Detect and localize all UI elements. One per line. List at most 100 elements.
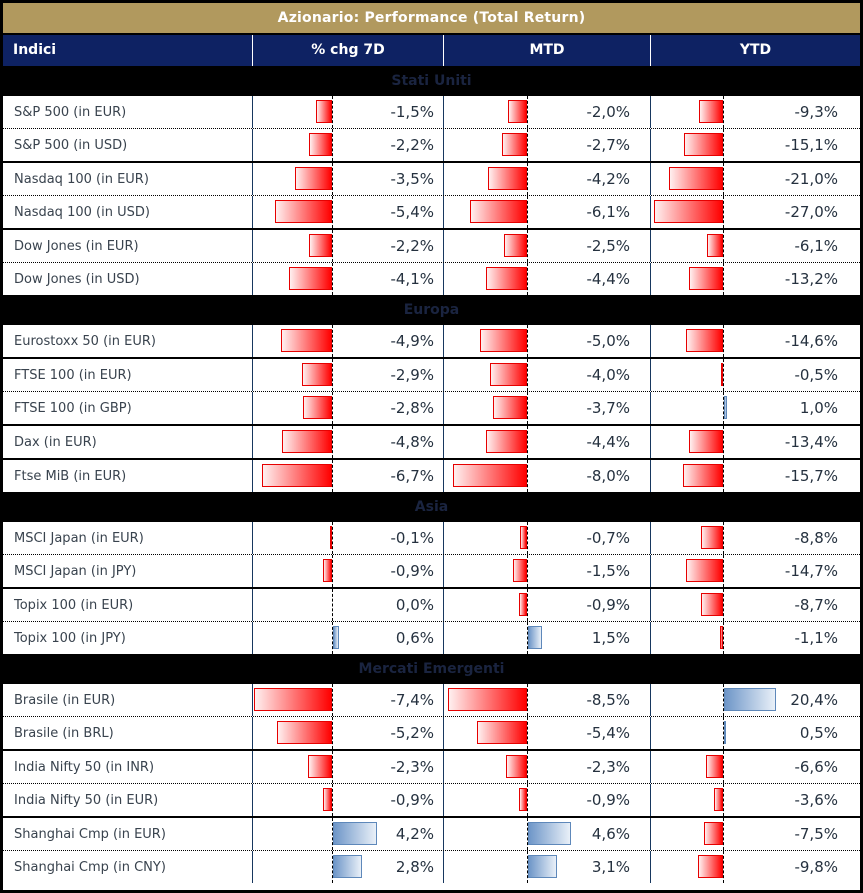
index-label: Nasdaq 100 (in EUR) (14, 171, 149, 187)
positive-data-bar (724, 688, 776, 711)
negative-data-bar (480, 329, 527, 352)
negative-data-bar (486, 267, 527, 290)
ytd-cell: -13,2% (650, 263, 860, 295)
zero-axis-line (332, 230, 333, 262)
negative-data-bar (704, 822, 723, 845)
chg7d-value: -2,2% (390, 136, 434, 154)
negative-data-bar (506, 755, 527, 778)
zero-axis-line (332, 359, 333, 391)
zero-axis-line (527, 851, 528, 883)
table-title: Azionario: Performance (Total Return) (3, 3, 860, 35)
mtd-value: -0,7% (586, 529, 630, 547)
negative-data-bar (701, 593, 723, 616)
negative-data-bar (488, 167, 527, 190)
zero-axis-line (332, 460, 333, 492)
ytd-cell: -15,1% (650, 129, 860, 161)
chg7d-value: -2,8% (390, 399, 434, 417)
chg7d-cell: -5,4% (252, 196, 443, 228)
chg7d-cell: -2,8% (252, 392, 443, 424)
index-label: S&P 500 (in USD) (14, 137, 128, 153)
zero-axis-line (723, 555, 724, 587)
mtd-value: -2,3% (586, 758, 630, 776)
zero-axis-line (723, 196, 724, 228)
chg7d-value: -5,2% (390, 724, 434, 742)
zero-axis-line (527, 784, 528, 816)
ytd-value: -3,6% (794, 791, 838, 809)
zero-axis-line (723, 851, 724, 883)
mtd-value: -4,2% (586, 170, 630, 188)
negative-data-bar (698, 855, 723, 878)
section-band: Mercati Emergenti (3, 654, 860, 684)
chg7d-value: -0,1% (390, 529, 434, 547)
table-row: Topix 100 (in EUR) 0,0% -0,9% -8,7% (3, 589, 860, 622)
index-label: FTSE 100 (in GBP) (14, 400, 132, 416)
zero-axis-line (723, 325, 724, 357)
zero-axis-line (723, 589, 724, 621)
mtd-cell: -8,0% (443, 460, 650, 492)
negative-data-bar (277, 721, 332, 744)
mtd-value: -4,4% (586, 270, 630, 288)
zero-axis-line (527, 555, 528, 587)
zero-axis-line (332, 851, 333, 883)
table-row: Shanghai Cmp (in EUR) 4,2% 4,6% -7,5% (3, 818, 860, 851)
table-row: Brasile (in BRL) -5,2% -5,4% 0,5% (3, 717, 860, 751)
mtd-cell: -4,0% (443, 359, 650, 391)
zero-axis-line (723, 622, 724, 654)
negative-data-bar (502, 133, 527, 156)
negative-data-bar (289, 267, 332, 290)
zero-axis-line (527, 359, 528, 391)
chg7d-value: -2,2% (390, 237, 434, 255)
negative-data-bar (686, 329, 723, 352)
chg7d-value: 0,6% (395, 629, 434, 647)
mtd-value: -2,0% (586, 103, 630, 121)
zero-axis-line (332, 163, 333, 195)
ytd-value: -15,1% (784, 136, 838, 154)
table-row: FTSE 100 (in EUR) -2,9% -4,0% -0,5% (3, 359, 860, 392)
chg7d-value: -6,7% (390, 467, 434, 485)
table-row: Nasdaq 100 (in EUR) -3,5% -4,2% -21,0% (3, 163, 860, 196)
chg7d-value: -4,1% (390, 270, 434, 288)
negative-data-bar (519, 593, 527, 616)
table-row: Eurostoxx 50 (in EUR) -4,9% -5,0% -14,6% (3, 325, 860, 359)
ytd-cell: -27,0% (650, 196, 860, 228)
ytd-value: 20,4% (790, 691, 838, 709)
zero-axis-line (723, 751, 724, 783)
negative-data-bar (323, 559, 332, 582)
negative-data-bar (689, 430, 723, 453)
negative-data-bar (683, 464, 723, 487)
mtd-value: 1,5% (591, 629, 630, 647)
positive-data-bar (724, 396, 727, 419)
ytd-cell: -7,5% (650, 818, 860, 850)
ytd-value: -7,5% (794, 825, 838, 843)
mtd-value: 4,6% (591, 825, 630, 843)
negative-data-bar (254, 688, 332, 711)
index-label: Topix 100 (in JPY) (14, 630, 126, 646)
index-label: Brasile (in BRL) (14, 725, 114, 741)
index-label: Nasdaq 100 (in USD) (14, 204, 150, 220)
chg7d-cell: 0,6% (252, 622, 443, 654)
zero-axis-line (332, 196, 333, 228)
mtd-cell: -5,4% (443, 717, 650, 749)
zero-axis-line (332, 784, 333, 816)
negative-data-bar (654, 200, 723, 223)
zero-axis-line (723, 684, 724, 716)
mtd-value: -2,7% (586, 136, 630, 154)
zero-axis-line (527, 196, 528, 228)
chg7d-value: -0,9% (390, 562, 434, 580)
zero-axis-line (332, 129, 333, 161)
mtd-value: -5,4% (586, 724, 630, 742)
index-label: India Nifty 50 (in INR) (14, 759, 155, 775)
zero-axis-line (723, 230, 724, 262)
chg7d-cell: -0,9% (252, 784, 443, 816)
zero-axis-line (332, 426, 333, 458)
zero-axis-line (332, 751, 333, 783)
index-label: Brasile (in EUR) (14, 692, 116, 708)
mtd-cell: 3,1% (443, 851, 650, 883)
chg7d-value: -5,4% (390, 203, 434, 221)
zero-axis-line (332, 392, 333, 424)
zero-axis-line (527, 589, 528, 621)
negative-data-bar (309, 234, 332, 257)
zero-axis-line (332, 684, 333, 716)
negative-data-bar (309, 133, 332, 156)
ytd-value: -14,7% (784, 562, 838, 580)
